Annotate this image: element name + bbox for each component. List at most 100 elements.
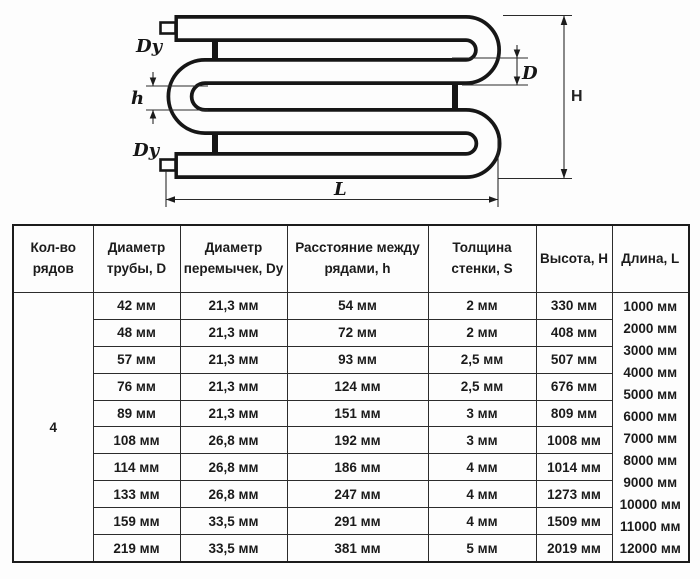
table-row: 114 мм 26,8 мм 186 мм 4 мм 1014 мм [13, 453, 689, 482]
table-cell-d: 48 мм [92, 318, 181, 347]
table-row: 159 мм 33,5 мм 291 мм 4 мм 1509 мм [13, 507, 689, 536]
table-cell-s: 4 мм [427, 480, 537, 509]
table-cell-d: 133 мм [92, 480, 181, 509]
header-row-spacing: Расстояние между рядами, h [286, 224, 429, 293]
table-cell-h: 124 мм [286, 372, 429, 401]
dimension-L-arrow-left [166, 196, 175, 203]
dimension-h-arrow-top [149, 77, 157, 86]
header-height: Высота, H [535, 224, 613, 293]
table-cell-dy: 21,3 мм [179, 372, 288, 401]
table-cell-h: 192 мм [286, 426, 429, 455]
table-cell-d: 108 мм [92, 426, 181, 455]
dimension-H-arrow-bottom [560, 169, 568, 179]
outlet-stub [159, 158, 177, 172]
table-cell-d: 89 мм [92, 399, 181, 428]
length-value: 11000 мм [619, 518, 681, 534]
label-Dy-top: Dy [135, 36, 164, 57]
length-value: 9000 мм [623, 474, 678, 490]
table-cell-dy: 21,3 мм [179, 292, 288, 320]
table-row: 219 мм 33,5 мм 381 мм 5 мм 2019 мм [13, 534, 689, 563]
table-cell-s: 2 мм [427, 292, 537, 320]
table-cell-s: 2,5 мм [427, 345, 537, 374]
dimension-H-arrow-top [560, 15, 568, 25]
table-cell-h: 186 мм [286, 453, 429, 482]
table-cell-s: 3 мм [427, 399, 537, 428]
length-value: 3000 мм [623, 342, 678, 358]
label-L: L [333, 179, 347, 200]
table-cell-height: 1509 мм [535, 507, 613, 536]
label-H: H [571, 88, 583, 105]
table-cell-dy: 26,8 мм [179, 480, 288, 509]
table-cell-d: 159 мм [92, 507, 181, 536]
dimension-D-arrow-bottom [513, 76, 521, 85]
serpentine-register-diagram: D h H L Dy Dy [131, 14, 583, 207]
header-jumper-diameter: Диаметр перемычек, Dy [179, 224, 288, 293]
header-row: Кол-во рядов Диаметр трубы, D Диаметр пе… [12, 224, 690, 293]
table-cell-height: 676 мм [535, 372, 613, 401]
dimension-L-arrow-right [489, 196, 498, 203]
jumper-top-left [212, 40, 218, 60]
header-row-count: Кол-во рядов [12, 224, 94, 293]
jumper-middle-right [452, 83, 458, 110]
length-value: 8000 мм [623, 452, 678, 468]
label-Dy-bottom: Dy [132, 140, 161, 161]
table-cell-dy: 21,3 мм [179, 345, 288, 374]
table-cell-height: 2019 мм [535, 534, 613, 563]
length-values-cell: 1000 мм 2000 мм 3000 мм 4000 мм 5000 мм 6000 … [611, 292, 690, 563]
header-pipe-diameter: Диаметр трубы, D [92, 224, 181, 293]
table-cell-height: 1008 мм [535, 426, 613, 455]
header-wall-thickness: Толщина стенки, S [427, 224, 537, 293]
table-cell-h: 291 мм [286, 507, 429, 536]
table-cell-height: 809 мм [535, 399, 613, 428]
row-count-cell: 4 [12, 292, 94, 563]
table-row: 48 мм 21,3 мм 72 мм 2 мм 408 мм [13, 318, 689, 347]
table-cell-h: 72 мм [286, 318, 429, 347]
table-cell-s: 4 мм [427, 453, 537, 482]
table-row: 89 мм 21,3 мм 151 мм 3 мм 809 мм [13, 399, 689, 428]
length-value: 1000 мм [623, 298, 678, 314]
length-value: 2000 мм [623, 320, 678, 336]
table-cell-s: 5 мм [427, 534, 537, 563]
table-cell-h: 247 мм [286, 480, 429, 509]
table-cell-height: 408 мм [535, 318, 613, 347]
table-cell-s: 2 мм [427, 318, 537, 347]
table-row: 108 мм 26,8 мм 192 мм 3 мм 1008 мм [13, 426, 689, 455]
table-cell-d: 219 мм [92, 534, 181, 563]
table-row: 76 мм 21,3 мм 124 мм 2,5 мм 676 мм [13, 372, 689, 401]
table-cell-d: 114 мм [92, 453, 181, 482]
length-value: 4000 мм [623, 364, 678, 380]
dimension-L [165, 138, 499, 207]
table-cell-height: 1014 мм [535, 453, 613, 482]
table-cell-height: 1273 мм [535, 480, 613, 509]
table-cell-h: 151 мм [286, 399, 429, 428]
length-values-stack: 1000 мм 2000 мм 3000 мм 4000 мм 5000 мм 6000 … [613, 293, 689, 561]
jumper-bottom-left [212, 133, 218, 154]
table-cell-height: 507 мм [535, 345, 613, 374]
table-cell-dy: 33,5 мм [179, 534, 288, 563]
table-row: 57 мм 21,3 мм 93 мм 2,5 мм 507 мм [13, 345, 689, 374]
table-cell-d: 57 мм [92, 345, 181, 374]
table-cell-s: 4 мм [427, 507, 537, 536]
table-cell-dy: 26,8 мм [179, 426, 288, 455]
table-row: 133 мм 26,8 мм 247 мм 4 мм 1273 мм [13, 480, 689, 509]
table-cell-s: 3 мм [427, 426, 537, 455]
table-cell-d: 76 мм [92, 372, 181, 401]
length-value: 6000 мм [623, 408, 678, 424]
table-cell-dy: 33,5 мм [179, 507, 288, 536]
table-cell-h: 54 мм [286, 292, 429, 320]
label-D: D [521, 63, 538, 84]
length-value: 12000 мм [619, 540, 681, 556]
table-cell-dy: 21,3 мм [179, 399, 288, 428]
dimension-H [498, 14, 572, 180]
spec-table-header: Кол-во рядов Диаметр трубы, D Диаметр пе… [12, 224, 690, 293]
table-cell-height: 330 мм [535, 292, 613, 320]
length-value: 10000 мм [619, 496, 681, 512]
table-cell-s: 2,5 мм [427, 372, 537, 401]
table-cell-h: 381 мм [286, 534, 429, 563]
table-row: 4 42 мм 21,3 мм 54 мм 2 мм 330 мм 1000 мм 2000 … [12, 292, 690, 563]
length-value: 5000 мм [623, 386, 678, 402]
serpentine-pipe [166, 15, 502, 179]
label-h: h [131, 88, 144, 109]
dimension-h-arrow-bottom [149, 110, 157, 119]
